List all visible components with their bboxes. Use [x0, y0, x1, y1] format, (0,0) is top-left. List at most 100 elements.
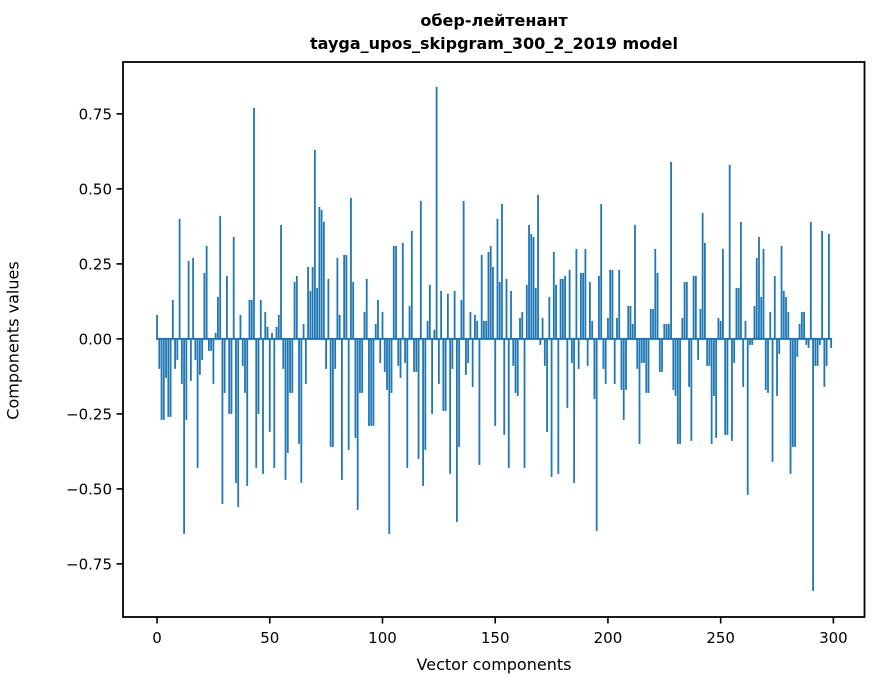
bar [701, 212, 704, 339]
bar [670, 161, 672, 339]
bar [327, 278, 330, 339]
bar [476, 320, 479, 339]
bar [336, 257, 339, 339]
axis-ticks-group [116, 113, 835, 624]
bar [325, 338, 328, 369]
bar [649, 308, 652, 339]
bar [681, 317, 684, 339]
bar [823, 338, 826, 387]
bar [559, 278, 562, 339]
bar [433, 329, 436, 339]
bar [719, 320, 722, 339]
bar [492, 266, 494, 339]
bar [767, 338, 769, 393]
bar [688, 338, 690, 387]
bar [629, 305, 632, 339]
bar [510, 290, 512, 339]
bar [514, 338, 517, 393]
bar [685, 281, 688, 339]
bar [627, 305, 630, 339]
bar [262, 338, 264, 474]
bar [169, 338, 172, 417]
bar [579, 272, 582, 339]
bar [379, 338, 382, 363]
bar [622, 338, 625, 420]
bar [523, 338, 526, 468]
bar [760, 296, 763, 339]
bar [239, 314, 242, 339]
bar [471, 338, 474, 387]
y-tick-label: 0.25 [79, 255, 112, 273]
bar [672, 338, 675, 390]
bar [586, 338, 589, 366]
bar [537, 194, 539, 339]
bar [663, 323, 666, 339]
bar [437, 338, 440, 384]
bar [769, 311, 772, 339]
bar [334, 338, 337, 369]
bar [408, 305, 411, 339]
bar [789, 338, 792, 474]
bar [343, 254, 346, 339]
bar [478, 338, 481, 465]
bar [645, 338, 648, 393]
bar [803, 311, 805, 339]
bar [304, 338, 307, 384]
bar [744, 320, 747, 339]
bar [807, 338, 810, 348]
bar [275, 326, 278, 339]
bar [189, 338, 192, 381]
bar [697, 338, 700, 360]
bar [449, 338, 452, 474]
bar [796, 338, 799, 357]
bar [180, 338, 183, 384]
bar [616, 317, 618, 339]
bar [546, 338, 548, 432]
bar [489, 245, 492, 339]
bar [311, 266, 314, 339]
x-tick-label: 250 [706, 629, 735, 647]
bar [237, 338, 240, 507]
bar [374, 323, 377, 339]
y-tick-label: −0.75 [66, 555, 112, 573]
bar [399, 338, 402, 378]
bar [706, 338, 709, 366]
bar [444, 338, 447, 411]
bar [512, 338, 515, 366]
bar [731, 338, 733, 441]
bar [656, 272, 659, 339]
bar [532, 236, 535, 339]
bars-group [156, 86, 833, 591]
bar [746, 338, 749, 495]
bar [507, 338, 510, 468]
bar [593, 338, 596, 399]
bar [377, 299, 379, 339]
bar [652, 308, 654, 339]
bar [550, 338, 553, 477]
bar [577, 338, 580, 369]
bar [280, 224, 282, 339]
bar [356, 338, 359, 510]
bar [591, 320, 594, 339]
bar [316, 287, 319, 339]
bar [683, 281, 686, 339]
bar [273, 338, 276, 468]
bar [737, 287, 740, 339]
bar [625, 338, 627, 390]
bar [226, 275, 228, 339]
bar [440, 290, 443, 339]
bar [525, 284, 528, 339]
bar [534, 287, 537, 339]
x-axis-label: Vector components [416, 655, 572, 674]
bar [607, 317, 609, 339]
bar [383, 338, 386, 372]
bar [753, 305, 756, 339]
bar [582, 272, 585, 339]
bar [724, 338, 727, 435]
bar [162, 338, 165, 420]
bar [589, 281, 591, 339]
bar [309, 290, 312, 339]
bar [246, 338, 249, 486]
bar [413, 338, 415, 372]
